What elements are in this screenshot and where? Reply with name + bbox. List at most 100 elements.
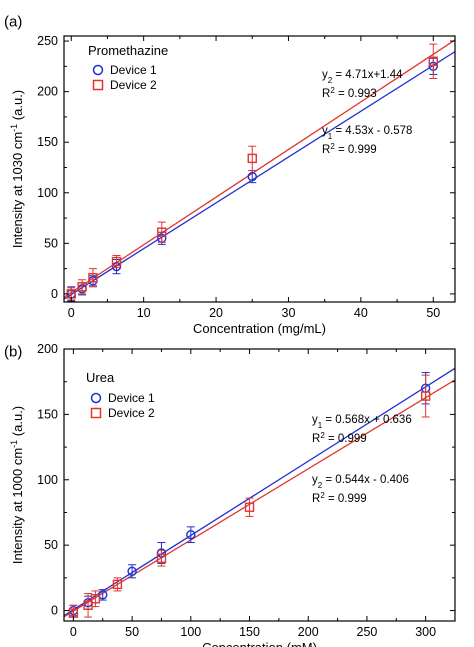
- data-point-device2: [111, 256, 122, 267]
- r-squared-exp: 2: [330, 142, 335, 151]
- y-tick-label: 100: [37, 186, 58, 200]
- fit-r-squared: R2 = 0.999: [322, 142, 377, 157]
- y-tick-label: 150: [37, 407, 58, 421]
- y-tick-label: 100: [37, 473, 58, 487]
- y-tick-label: 50: [44, 538, 58, 552]
- y-tick-label: 50: [44, 236, 58, 250]
- y-axis-title-unit-exp: -1: [9, 124, 19, 132]
- data-point-device2: [247, 153, 257, 164]
- error-bar: [157, 549, 166, 567]
- panel-label: (b): [4, 343, 22, 360]
- y-tick-label: 0: [51, 287, 58, 301]
- y-tick-label: 200: [37, 85, 58, 99]
- data-point-device2: [156, 553, 167, 563]
- fit-equation-expr: = 0.544x - 0.406: [322, 474, 409, 486]
- data-point-device2: [77, 282, 87, 292]
- legend-label: Device 1: [108, 391, 155, 405]
- fit-r-squared: R2 = 0.999: [312, 431, 367, 446]
- x-tick-label: 0: [70, 625, 77, 639]
- r-squared-value: = 0.999: [325, 433, 367, 445]
- legend-label: Device 1: [110, 63, 157, 77]
- data-point-device2: [88, 273, 98, 283]
- x-axis-title: Concentration (mg/mL): [193, 321, 326, 336]
- legend-marker-device1: [92, 64, 104, 76]
- data-point-device2: [428, 56, 438, 66]
- x-tick-label: 20: [209, 306, 223, 320]
- plot-title: Urea: [86, 370, 115, 385]
- error-bar: [429, 43, 438, 79]
- data-point-device2: [157, 227, 167, 237]
- x-tick-label: 50: [125, 625, 139, 639]
- fit-r-squared: R2 = 0.993: [322, 86, 377, 101]
- fit-equation-y: y: [312, 414, 318, 426]
- y-tick-label: 250: [37, 34, 58, 48]
- y-tick-label: 200: [37, 342, 58, 356]
- y-tick-label: 150: [37, 135, 58, 149]
- x-tick-label: 30: [282, 306, 296, 320]
- y-axis-title: Intensity at 1000 cm-1 (a.u.): [9, 406, 25, 564]
- data-point-device2: [244, 502, 255, 512]
- fit-equation-y: y: [322, 69, 328, 81]
- data-point-device1: [186, 529, 196, 540]
- r-squared-exp: 2: [330, 86, 335, 95]
- r-squared-exp: 2: [320, 491, 325, 500]
- fit-equation: y1 = 0.568x + 0.636: [312, 414, 412, 430]
- legend-label: Device 2: [110, 78, 157, 92]
- y-axis-title-unit-exp: -1: [9, 440, 19, 448]
- r-squared-value: = 0.999: [325, 493, 367, 505]
- fit-equation-y: y: [322, 125, 328, 137]
- fit-equation-expr: = 4.71x+1.44: [332, 69, 403, 81]
- error-bar: [248, 145, 257, 172]
- chart-panel-a: (a) 0 10 20 30 40 50 0 50 100 150 200 250 Concentrati…: [4, 13, 456, 336]
- legend-marker-device2: [90, 407, 102, 419]
- x-tick-label: 0: [68, 306, 75, 320]
- legend-marker-device2: [92, 79, 104, 91]
- fit-equation-expr: = 0.568x + 0.636: [322, 414, 412, 426]
- fit-equation-sub: 1: [318, 421, 323, 430]
- plot-title: Promethazine: [88, 43, 168, 58]
- fit-line-1: [64, 51, 455, 300]
- fit-equation: y2 = 4.71x+1.44: [322, 69, 403, 85]
- fit-equation-y: y: [312, 474, 318, 486]
- fit-r-squared: R2 = 0.999: [312, 491, 367, 506]
- data-point-device2: [420, 391, 431, 401]
- x-tick-label: 150: [239, 625, 260, 639]
- fit-equation-sub: 1: [328, 132, 333, 141]
- legend-marker-device1: [90, 392, 102, 404]
- y-axis-title-tail: (a.u.): [10, 90, 25, 124]
- chart-panel-b: (b)050100150200250300050100150200Concent…: [4, 342, 456, 647]
- fit-equation-sub: 2: [318, 481, 323, 490]
- error-bar: [91, 590, 100, 608]
- r-squared-value: = 0.999: [335, 144, 377, 156]
- y-axis-title-tail: (a.u.): [10, 406, 25, 440]
- fit-equation: y1 = 4.53x - 0.578: [322, 125, 412, 141]
- x-tick-label: 10: [137, 306, 151, 320]
- error-bar: [421, 374, 430, 418]
- data-point-device2: [90, 594, 101, 604]
- error-bar: [88, 268, 97, 288]
- fit-line-2: [64, 379, 455, 618]
- data-point-device1: [127, 566, 137, 577]
- x-tick-label: 250: [357, 625, 378, 639]
- fit-equation-expr: = 4.53x - 0.578: [332, 125, 412, 137]
- y-axis-title: Intensity at 1030 cm-1 (a.u.): [9, 90, 25, 248]
- r-squared-value: = 0.993: [335, 88, 377, 100]
- r-squared-symbol: R: [322, 144, 330, 156]
- r-squared-exp: 2: [320, 431, 325, 440]
- error-bar: [157, 221, 166, 243]
- error-bar: [84, 593, 93, 618]
- panel-label: (a): [4, 13, 22, 30]
- legend-label: Device 2: [108, 406, 155, 420]
- x-tick-label: 50: [426, 306, 440, 320]
- error-bar: [245, 497, 254, 517]
- fit-line-2: [64, 39, 455, 298]
- error-bar: [186, 526, 195, 544]
- x-tick-label: 100: [180, 625, 201, 639]
- plot-frame: [63, 348, 456, 622]
- plot-frame: [63, 35, 456, 303]
- fit-equation-sub: 2: [328, 76, 333, 85]
- r-squared-symbol: R: [312, 433, 320, 445]
- x-axis-title: Concentration (mM): [202, 640, 317, 647]
- r-squared-symbol: R: [312, 493, 320, 505]
